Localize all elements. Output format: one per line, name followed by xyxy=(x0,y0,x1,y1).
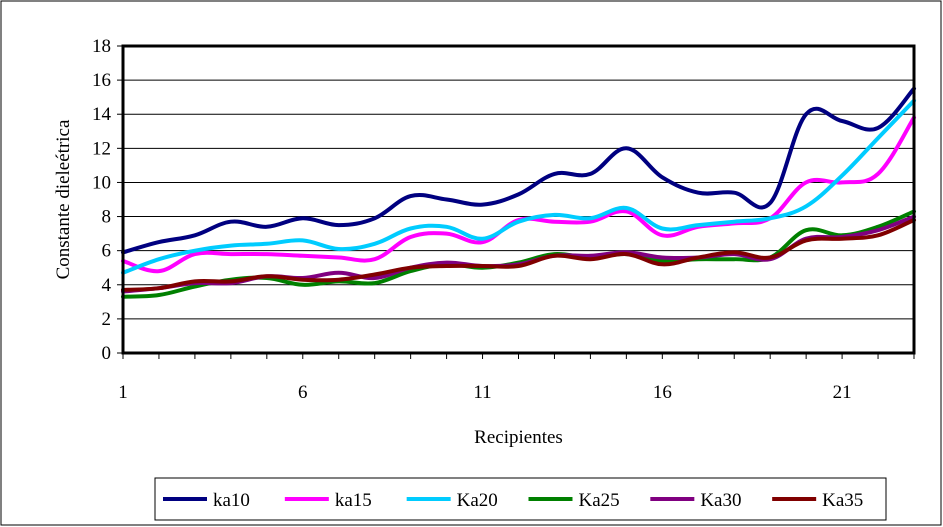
x-tick-label: 16 xyxy=(653,382,672,403)
y-tick-label: 8 xyxy=(102,207,112,228)
plot-area xyxy=(123,46,914,353)
x-tick-label: 1 xyxy=(118,382,128,403)
y-tick-label: 16 xyxy=(92,70,111,91)
legend xyxy=(154,477,887,521)
legend-label-ka30: Ka30 xyxy=(700,490,741,511)
x-tick-label: 21 xyxy=(833,382,852,403)
gridlines xyxy=(123,79,914,320)
y-tick-label: 4 xyxy=(102,275,112,296)
legend-label-ka35: Ka35 xyxy=(822,490,863,511)
series-line-ka35 xyxy=(121,218,916,292)
y-tick-label: 10 xyxy=(92,172,111,193)
x-axis-title: Recipientes xyxy=(474,427,563,448)
y-axis-title: Constante dieleétrica xyxy=(53,119,74,279)
series-line-ka20 xyxy=(121,98,916,275)
legend-label-ka15: ka15 xyxy=(335,490,372,511)
x-tick-label: 6 xyxy=(298,382,308,403)
y-tick-label: 6 xyxy=(102,241,112,262)
series-lines xyxy=(121,86,916,299)
series-line-ka10 xyxy=(121,86,916,255)
legend-label-ka10: ka10 xyxy=(213,490,250,511)
y-tick-label: 2 xyxy=(102,309,112,330)
y-tick-label: 14 xyxy=(92,104,112,125)
legend-label-ka25: Ka25 xyxy=(579,490,620,511)
y-tick-label: 18 xyxy=(92,36,111,57)
legend-items: ka10 ka15 Ka20 Ka25 Ka30 Ka35 xyxy=(163,490,863,511)
legend-label-ka20: Ka20 xyxy=(457,490,498,511)
y-tick-label: 12 xyxy=(92,138,111,159)
x-tick-label: 11 xyxy=(473,382,491,403)
y-tick-label: 0 xyxy=(102,343,112,364)
